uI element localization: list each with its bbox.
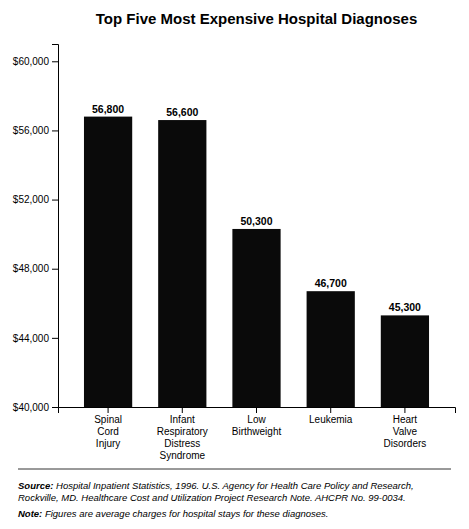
y-axis: $40,000 $44,000 $48,000 $52,000 $56,000 $60,0… <box>13 45 59 413</box>
separator <box>18 469 451 470</box>
tick-label: $44,000 <box>13 333 50 344</box>
data-labels: 56,800 56,600 50,300 46,700 45,300 <box>92 103 421 314</box>
tick-label: $56,000 <box>13 125 50 136</box>
tick: HeartValveDisorders <box>384 407 427 449</box>
tick-mark <box>256 407 257 413</box>
axis-line <box>59 408 456 414</box>
tick: Leukemia <box>309 407 353 425</box>
tick-label: $52,000 <box>13 194 50 205</box>
tick-mark <box>52 338 58 339</box>
tick-label: $60,000 <box>13 56 50 67</box>
tick-label: InfantRespiratoryDistressSyndrome <box>157 414 208 461</box>
title: Top Five Most Expensive Hospital Diagnos… <box>96 10 417 27</box>
annotation: Note: Figures are average charges for ho… <box>18 508 329 519</box>
tick: LowBirthweight <box>232 407 282 437</box>
tick: $60,000 <box>13 56 58 67</box>
tick-mark <box>52 407 58 408</box>
tick-mark <box>182 407 183 413</box>
bar <box>232 229 280 407</box>
tick: SpinalCordInjury <box>94 407 122 449</box>
tick: $40,000 <box>13 402 58 413</box>
data-label: 56,800 <box>92 103 124 115</box>
bar <box>84 117 132 407</box>
tick-label: Leukemia <box>309 414 353 425</box>
tick-label: HeartValveDisorders <box>384 414 427 449</box>
tick-mark <box>52 130 58 131</box>
data-label: 50,300 <box>240 215 272 227</box>
tick: $52,000 <box>13 194 58 205</box>
tick-mark <box>52 200 58 201</box>
x-axis: SpinalCordInjury InfantRespiratoryDistres… <box>59 407 456 461</box>
tick-label: $48,000 <box>13 263 50 274</box>
data-label: 45,300 <box>389 301 421 313</box>
tick-mark <box>330 407 331 413</box>
axis-line <box>52 45 59 408</box>
tick-mark <box>108 407 109 413</box>
tick-label: SpinalCordInjury <box>94 414 122 449</box>
tick-mark <box>52 61 58 62</box>
tick: $56,000 <box>13 125 58 136</box>
bar <box>381 315 429 407</box>
tick-mark <box>404 407 405 413</box>
tick: $48,000 <box>13 263 58 274</box>
annotation: Source: Hospital Inpatient Statistics, 1… <box>18 480 414 503</box>
bar <box>158 120 206 407</box>
tick-label: LowBirthweight <box>232 414 282 437</box>
bars <box>84 117 429 407</box>
tick: $44,000 <box>13 333 58 344</box>
tick-label: $40,000 <box>13 402 50 413</box>
data-label: 46,700 <box>315 277 347 289</box>
bar <box>307 291 355 407</box>
tick: InfantRespiratoryDistressSyndrome <box>157 407 208 461</box>
tick-mark <box>52 269 58 270</box>
chart: Source: Hospital Inpatient Statistics, 1… <box>0 0 469 529</box>
data-label: 56,600 <box>166 106 198 118</box>
